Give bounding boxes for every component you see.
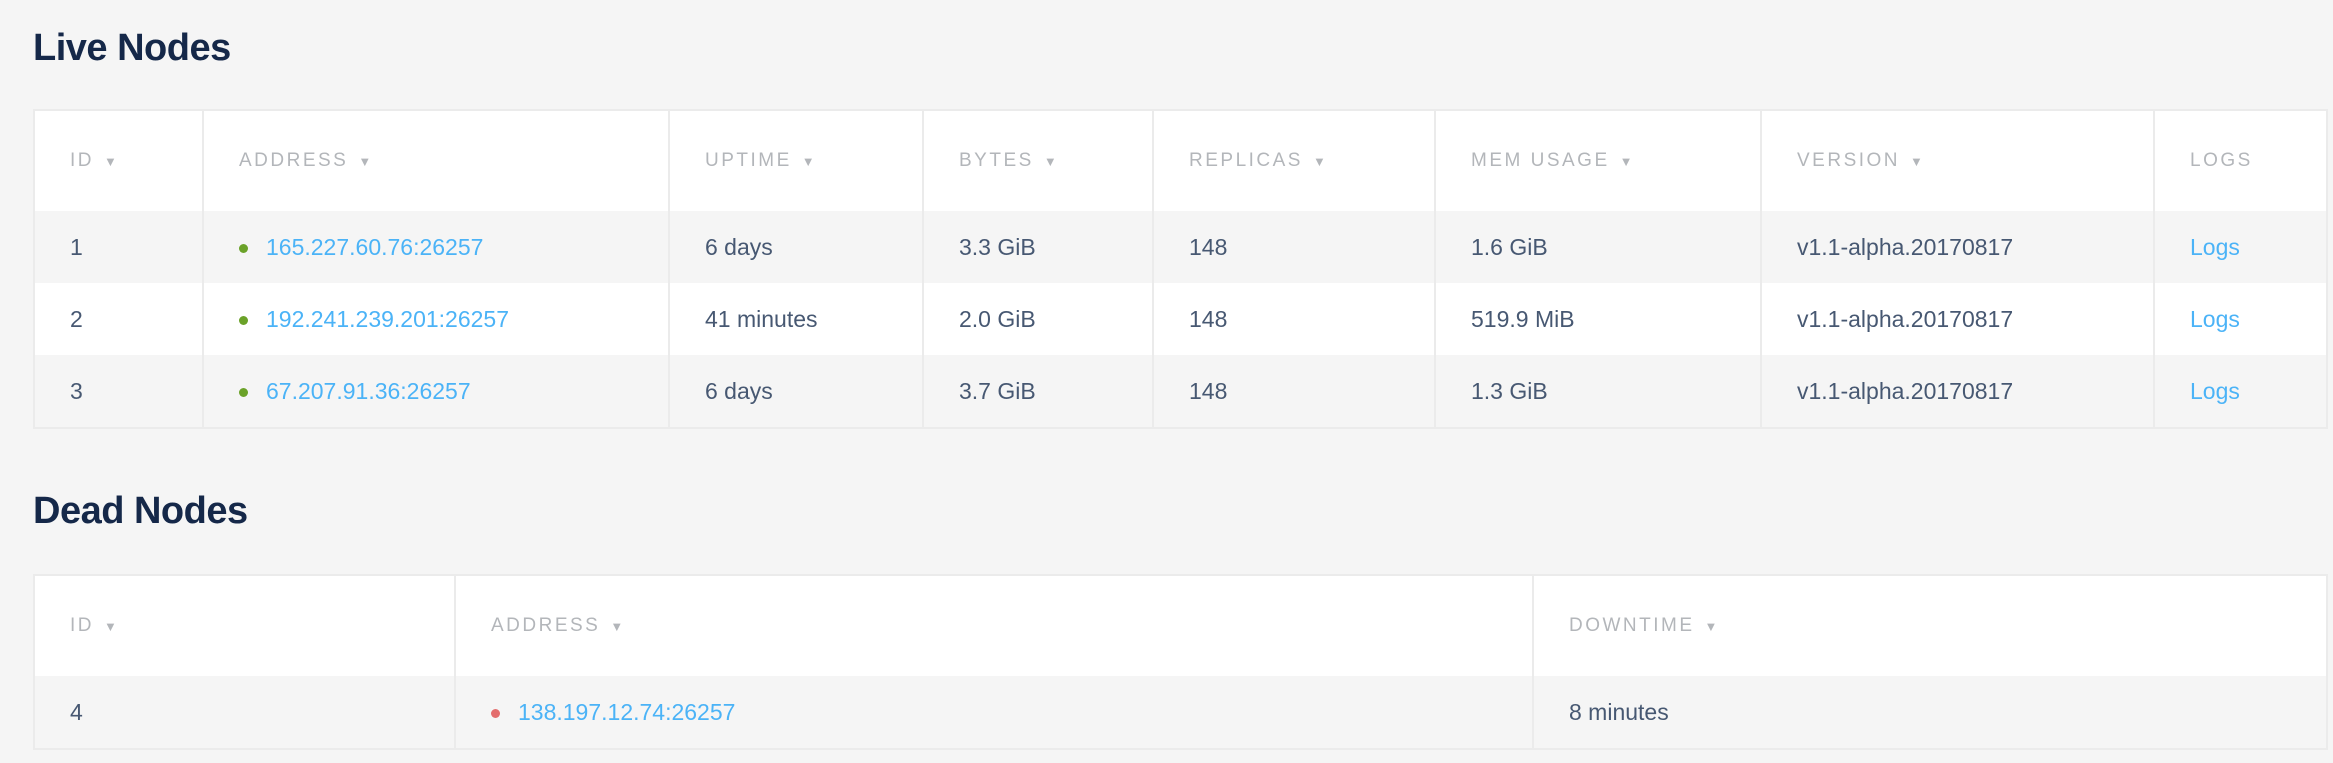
column-header-label: ADDRESS bbox=[491, 615, 601, 636]
id-value: 3 bbox=[70, 377, 83, 404]
sort-caret-icon[interactable]: ▼ bbox=[610, 619, 624, 634]
downtime-value: 8 minutes bbox=[1569, 698, 1669, 725]
bytes-value: 3.3 GiB bbox=[959, 233, 1036, 260]
uptime-value: 41 minutes bbox=[705, 305, 818, 332]
dead-nodes-title: Dead Nodes bbox=[33, 490, 248, 532]
cell-bytes: 3.7 GiB bbox=[923, 355, 1154, 428]
cell-uptime: 6 days bbox=[669, 211, 924, 283]
version-value: v1.1-alpha.20170817 bbox=[1797, 305, 2014, 332]
cell-replicas: 148 bbox=[1153, 283, 1436, 355]
column-header-id[interactable]: ID ▼ bbox=[34, 110, 204, 211]
node-address-link[interactable]: 138.197.12.74:26257 bbox=[518, 698, 736, 725]
column-header-mem-usage[interactable]: MEM USAGE ▼ bbox=[1435, 110, 1762, 211]
status-dot-icon bbox=[239, 243, 248, 253]
cell-version: v1.1-alpha.20170817 bbox=[1761, 355, 2155, 428]
column-header-address[interactable]: ADDRESS ▼ bbox=[455, 575, 1534, 676]
version-value: v1.1-alpha.20170817 bbox=[1797, 233, 2014, 260]
node-address-link[interactable]: 165.227.60.76:26257 bbox=[266, 233, 484, 260]
column-header-replicas[interactable]: REPLICAS ▼ bbox=[1153, 110, 1436, 211]
node-address-link[interactable]: 67.207.91.36:26257 bbox=[266, 377, 471, 404]
replicas-value: 148 bbox=[1189, 233, 1228, 260]
sort-caret-icon[interactable]: ▼ bbox=[104, 619, 117, 634]
cell-mem: 1.3 GiB bbox=[1435, 355, 1762, 428]
table-row: 4 138.197.12.74:26257 8 minutes bbox=[34, 676, 2327, 749]
cell-replicas: 148 bbox=[1153, 355, 1436, 428]
cell-uptime: 41 minutes bbox=[669, 283, 924, 355]
live-nodes-table: ID ▼ ADDRESS ▼ UPTIME ▼ BYTES ▼ REPLICAS ▼ MEM USA… bbox=[33, 109, 2328, 429]
column-header-label: VERSION bbox=[1797, 150, 1901, 171]
column-header-label: LOGS bbox=[2190, 150, 2253, 171]
replicas-value: 148 bbox=[1189, 305, 1228, 332]
mem-value: 1.6 GiB bbox=[1471, 233, 1548, 260]
sort-caret-icon[interactable]: ▼ bbox=[801, 154, 815, 169]
cell-version: v1.1-alpha.20170817 bbox=[1761, 211, 2155, 283]
cell-logs: Logs bbox=[2154, 283, 2327, 355]
id-value: 1 bbox=[70, 233, 83, 260]
mem-value: 519.9 MiB bbox=[1471, 305, 1575, 332]
sort-caret-icon[interactable]: ▼ bbox=[1619, 154, 1633, 169]
cell-id: 3 bbox=[34, 355, 204, 428]
column-header-uptime[interactable]: UPTIME ▼ bbox=[669, 110, 924, 211]
cell-bytes: 3.3 GiB bbox=[923, 211, 1154, 283]
cell-bytes: 2.0 GiB bbox=[923, 283, 1154, 355]
sort-caret-icon[interactable]: ▼ bbox=[104, 154, 117, 169]
cell-id: 4 bbox=[34, 676, 456, 749]
status-dot-icon bbox=[239, 315, 248, 325]
column-header-label: ID bbox=[70, 615, 94, 636]
column-header-label: UPTIME bbox=[705, 150, 792, 171]
column-header-id[interactable]: ID ▼ bbox=[34, 575, 456, 676]
uptime-value: 6 days bbox=[705, 233, 773, 260]
bytes-value: 3.7 GiB bbox=[959, 377, 1036, 404]
column-header-label: REPLICAS bbox=[1189, 150, 1303, 171]
cell-logs: Logs bbox=[2154, 211, 2327, 283]
status-dot-icon bbox=[491, 708, 500, 718]
logs-link[interactable]: Logs bbox=[2190, 377, 2240, 404]
column-header-version[interactable]: VERSION ▼ bbox=[1761, 110, 2155, 211]
column-header-label: MEM USAGE bbox=[1471, 150, 1610, 171]
cell-logs: Logs bbox=[2154, 355, 2327, 428]
column-header-bytes[interactable]: BYTES ▼ bbox=[923, 110, 1154, 211]
sort-caret-icon[interactable]: ▼ bbox=[1910, 154, 1923, 169]
cell-mem: 1.6 GiB bbox=[1435, 211, 1762, 283]
cell-id: 1 bbox=[34, 211, 204, 283]
column-header-label: ADDRESS bbox=[239, 150, 349, 171]
cell-mem: 519.9 MiB bbox=[1435, 283, 1762, 355]
bytes-value: 2.0 GiB bbox=[959, 305, 1036, 332]
cell-address: 192.241.239.201:26257 bbox=[203, 283, 670, 355]
mem-value: 1.3 GiB bbox=[1471, 377, 1548, 404]
logs-link[interactable]: Logs bbox=[2190, 233, 2240, 260]
column-header-label: BYTES bbox=[959, 150, 1034, 171]
dead-nodes-table: ID ▼ ADDRESS ▼ DOWNTIME ▼ 4 138.197.12.74:2625… bbox=[33, 574, 2328, 750]
cell-replicas: 148 bbox=[1153, 211, 1436, 283]
replicas-value: 148 bbox=[1189, 377, 1228, 404]
table-row: 1 165.227.60.76:26257 6 days 3.3 GiB 148 1.6 … bbox=[34, 211, 2327, 283]
table-row: 2 192.241.239.201:26257 41 minutes 2.0 GiB 1… bbox=[34, 283, 2327, 355]
id-value: 2 bbox=[70, 305, 83, 332]
column-header-downtime[interactable]: DOWNTIME ▼ bbox=[1533, 575, 2327, 676]
cell-version: v1.1-alpha.20170817 bbox=[1761, 283, 2155, 355]
cell-uptime: 6 days bbox=[669, 355, 924, 428]
node-address-link[interactable]: 192.241.239.201:26257 bbox=[266, 305, 510, 332]
table-row: 3 67.207.91.36:26257 6 days 3.7 GiB 148 1.3 G… bbox=[34, 355, 2327, 428]
column-header-logs: LOGS bbox=[2154, 110, 2327, 211]
column-header-address[interactable]: ADDRESS ▼ bbox=[203, 110, 670, 211]
sort-caret-icon[interactable]: ▼ bbox=[1043, 154, 1057, 169]
status-dot-icon bbox=[239, 387, 248, 397]
id-value: 4 bbox=[70, 698, 83, 725]
cell-address: 165.227.60.76:26257 bbox=[203, 211, 670, 283]
sort-caret-icon[interactable]: ▼ bbox=[358, 154, 372, 169]
cell-id: 2 bbox=[34, 283, 204, 355]
cell-address: 67.207.91.36:26257 bbox=[203, 355, 670, 428]
sort-caret-icon[interactable]: ▼ bbox=[1704, 619, 1718, 634]
logs-link[interactable]: Logs bbox=[2190, 305, 2240, 332]
version-value: v1.1-alpha.20170817 bbox=[1797, 377, 2014, 404]
sort-caret-icon[interactable]: ▼ bbox=[1312, 154, 1326, 169]
live-nodes-title: Live Nodes bbox=[33, 27, 231, 69]
cell-address: 138.197.12.74:26257 bbox=[455, 676, 1534, 749]
column-header-label: ID bbox=[70, 150, 94, 171]
uptime-value: 6 days bbox=[705, 377, 773, 404]
column-header-label: DOWNTIME bbox=[1569, 615, 1695, 636]
cell-downtime: 8 minutes bbox=[1533, 676, 2327, 749]
